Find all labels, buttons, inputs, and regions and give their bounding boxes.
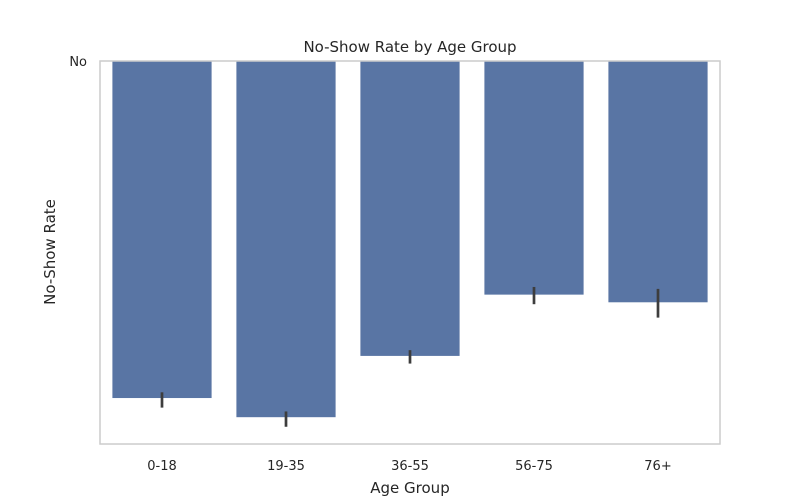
x-ticks-layer: 0-18 19-35 36-55 56-75 76+: [147, 459, 671, 474]
bar-36-55: [360, 61, 460, 356]
chart-title: No-Show Rate by Age Group: [303, 38, 516, 56]
y-axis-label: No-Show Rate: [41, 199, 59, 305]
x-tick-label: 19-35: [267, 459, 305, 474]
x-tick-label: 0-18: [147, 459, 177, 474]
bar-19-35: [236, 61, 336, 418]
bar-56-75: [484, 61, 584, 295]
bar-76+: [608, 61, 708, 303]
x-tick-label: 36-55: [391, 459, 429, 474]
bar-0-18: [112, 61, 212, 399]
error-bars-layer: [160, 286, 660, 427]
bars-layer: [112, 61, 708, 418]
x-tick-label: 76+: [644, 459, 671, 474]
plot-frame: [99, 60, 721, 445]
y-tick-label: No: [69, 55, 87, 70]
x-tick-label: 56-75: [515, 459, 553, 474]
x-axis-label: Age Group: [370, 479, 449, 497]
